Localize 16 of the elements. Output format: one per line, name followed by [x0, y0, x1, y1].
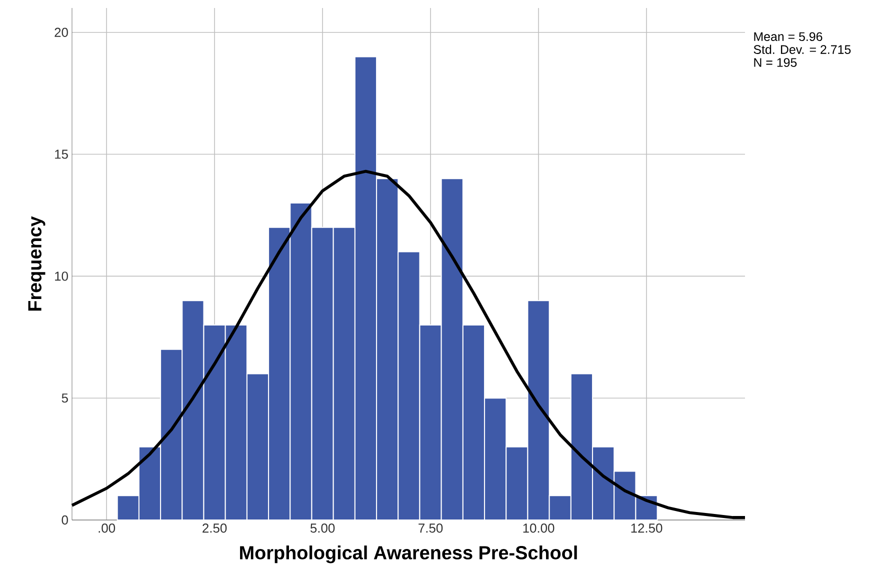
- x-tick-label: 2.50: [202, 524, 227, 533]
- y-tick-label: 10: [55, 272, 68, 281]
- y-tick-label: 5: [62, 394, 68, 403]
- y-axis-title: Frequency: [28, 216, 46, 311]
- x-tick-label: 12.50: [631, 524, 662, 533]
- text: N = 195: [754, 58, 797, 67]
- x-tick-label: 5.00: [310, 524, 335, 533]
- text: Std. Dev. = 2.715: [754, 44, 851, 54]
- x-tick-label: 7.50: [418, 524, 443, 533]
- y-tick-label: 0: [62, 515, 68, 525]
- y-tick-label: 15: [55, 150, 68, 159]
- x-axis-title: Morphological Awareness Pre-School: [240, 546, 577, 564]
- text: Mean = 5.96: [754, 32, 822, 42]
- x-tick-label: .00: [98, 524, 116, 533]
- y-tick-label: 20: [54, 28, 68, 37]
- x-tick-label: 10.00: [523, 524, 554, 533]
